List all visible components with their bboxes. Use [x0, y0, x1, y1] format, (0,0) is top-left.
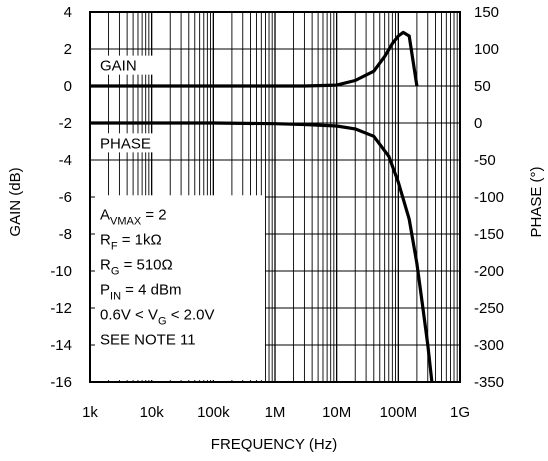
y-right-tick-label: 0 [474, 115, 482, 132]
y-left-tick-label: -6 [59, 189, 72, 206]
note-line: PIN = 4 dBm [100, 281, 181, 302]
y-left-tick-label: -14 [50, 337, 72, 354]
series-line-gain [90, 30, 419, 88]
series-lines [90, 30, 434, 383]
y-right-tick-label: -200 [474, 263, 504, 280]
y-right-tick-label: -250 [474, 300, 504, 317]
series-label-background [96, 55, 156, 75]
y-left-axis-title: GAIN (dB) [7, 167, 24, 236]
x-tick-label: 10k [140, 404, 165, 421]
x-tick-label: 100k [197, 404, 230, 421]
series-label-background [96, 133, 168, 153]
y-left-tick-label: 0 [64, 78, 72, 95]
y-left-tick-labels: 4 2 0 -2 -4 -6 -8 -10 -12 -14 -16 [50, 4, 72, 391]
y-left-tick-label: -10 [50, 263, 72, 280]
y-left-tick-label: 2 [64, 41, 72, 58]
y-right-tick-label: 100 [474, 41, 499, 58]
x-tick-label: 100M [380, 404, 418, 421]
y-right-tick-labels: 150 100 50 0 -50 -100 -150 -200 -250 -300 -350 [474, 4, 504, 391]
y-left-tick-label: -8 [59, 226, 72, 243]
series-labels: GAIN PHASE [96, 55, 168, 153]
y-right-tick-label: 50 [474, 78, 491, 95]
series-line-phase [90, 121, 434, 383]
y-right-axis-title: PHASE (°) [528, 166, 545, 237]
series-label-phase: PHASE [100, 135, 151, 152]
y-right-tick-label: -350 [474, 374, 504, 391]
y-left-tick-label: -16 [50, 374, 72, 391]
note-line: 0.6V < VG < 2.0V [100, 306, 214, 327]
x-tick-labels: 1k 10k 100k 1M 10M 100M 1G [82, 404, 470, 421]
test-conditions-note: AVMAX = 2 RF = 1kΩ RG = 510Ω PIN = 4 dBm 0.6… [100, 206, 214, 348]
y-left-tick-label: -4 [59, 152, 72, 169]
y-left-tick-label: -12 [50, 300, 72, 317]
y-right-tick-label: -150 [474, 226, 504, 243]
y-left-tick-label: -2 [59, 115, 72, 132]
y-right-tick-label: -300 [474, 337, 504, 354]
note-line: AVMAX = 2 [100, 206, 167, 227]
x-axis-title: FREQUENCY (Hz) [211, 436, 337, 453]
y-right-tick-label: 150 [474, 4, 499, 21]
note-line: RF = 1kΩ [100, 231, 162, 252]
x-tick-label: 1G [450, 404, 470, 421]
x-tick-label: 1k [82, 404, 98, 421]
y-right-tick-label: -50 [474, 152, 496, 169]
y-right-tick-label: -100 [474, 189, 504, 206]
annotation-background [95, 195, 265, 380]
note-line: RG = 510Ω [100, 256, 173, 277]
series-label-gain: GAIN [100, 58, 137, 75]
x-tick-label: 10M [322, 404, 351, 421]
y-left-tick-label: 4 [64, 4, 72, 21]
plot-frame [89, 11, 461, 383]
x-tick-label: 1M [265, 404, 286, 421]
note-line: SEE NOTE 11 [100, 331, 196, 348]
